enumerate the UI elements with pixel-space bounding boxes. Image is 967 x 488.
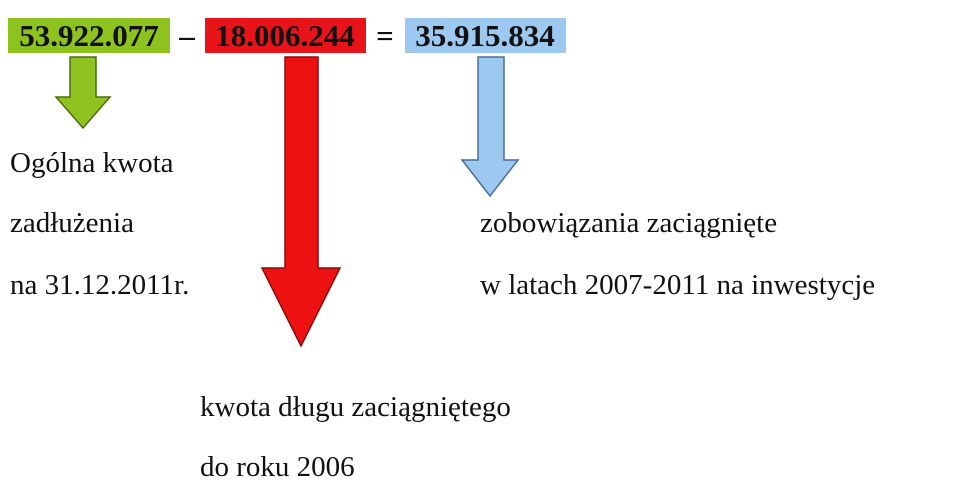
result: 35.915.834 xyxy=(415,18,555,53)
red-arrow xyxy=(260,56,342,348)
minus-sign: – xyxy=(178,18,195,53)
label-line: Ogólna kwota xyxy=(10,147,174,179)
equals-sign: = xyxy=(376,18,394,53)
blue-arrow xyxy=(460,56,520,198)
label-line: w latach 2007-2011 na inwestycje xyxy=(480,269,875,301)
subtrahend: 18.006.244 xyxy=(215,18,355,53)
label-line: zadłużenia xyxy=(10,207,134,239)
label-line: na 31.12.2011r. xyxy=(10,269,189,301)
label-line: kwota długu zaciągniętego xyxy=(200,391,511,423)
label-line: do roku 2006 xyxy=(200,451,355,483)
result-box xyxy=(405,18,566,53)
label-line: zobowiązania zaciągnięte xyxy=(480,207,777,239)
minuend: 53.922.077 xyxy=(19,18,159,53)
minuend-box xyxy=(8,18,170,53)
subtrahend-box xyxy=(205,18,366,53)
green-arrow xyxy=(54,56,112,130)
